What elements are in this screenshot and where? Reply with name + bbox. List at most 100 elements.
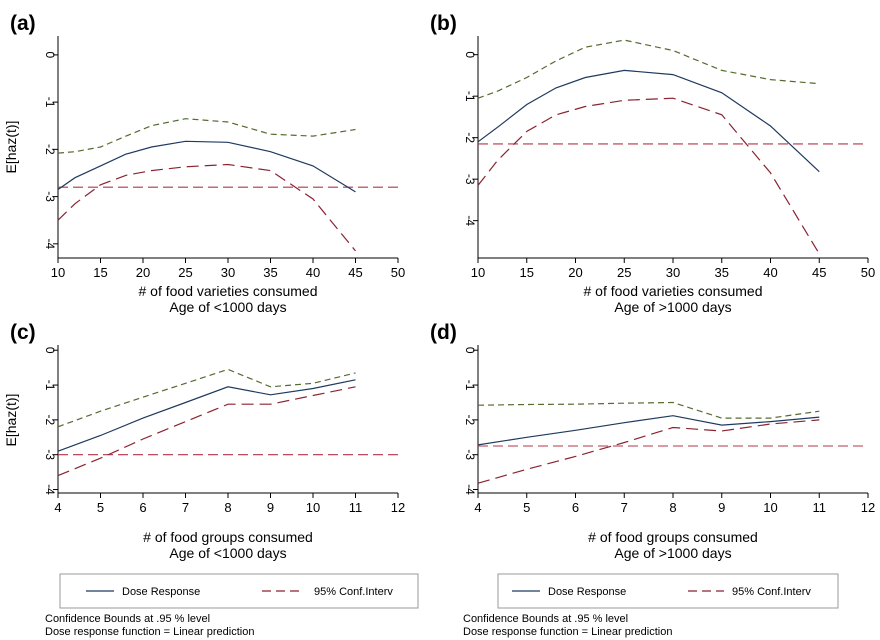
x-tick-label: 20 [136,265,150,280]
x-tick-label: 50 [391,265,405,280]
y-axis-label: E[haz(t)] [3,121,19,174]
x-tick-label: 12 [861,500,875,515]
y-tick-label: -4 [43,238,57,249]
x-tick-label: 40 [306,265,320,280]
x-tick-label: 10 [471,265,485,280]
legend-left: Dose Response 95% Conf.Interv [59,573,419,609]
series-lower-line [477,419,820,484]
y-tick-label: -2 [43,415,57,426]
x-tick-label: 30 [666,265,680,280]
panel-label: (b) [430,12,457,35]
series-lower-line [477,97,820,255]
x-tick-label: 6 [139,500,146,515]
x-tick-label: 45 [812,265,826,280]
panel-subtitle: Age of <1000 days [169,545,286,561]
x-tick-label: 10 [51,265,65,280]
series-upper-line [477,39,820,99]
series-upper-line [477,401,820,419]
x-tick-label: 15 [520,265,534,280]
y-tick-label: -1 [43,97,57,108]
x-tick-label: 11 [813,500,827,515]
series-dose-line [57,379,356,452]
series-dose-line [477,415,820,446]
x-tick-label: 35 [715,265,729,280]
x-tick-label: 11 [349,500,363,515]
panel-b: 0 -1 -2 -3 -4 10 15 20 25 30 35 40 45 50 (b) # of food … [430,12,875,315]
x-tick-label: 8 [224,500,231,515]
legend-dose-label: Dose Response [122,586,200,598]
legend-dose-label: Dose Response [548,586,626,598]
note-line-2: Dose response function = Linear predicti… [463,626,672,638]
x-tick-label: 7 [621,500,628,515]
x-tick-label: 50 [861,265,875,280]
x-tick-label: 4 [474,500,481,515]
legend-right: Dose Response 95% Conf.Interv [497,573,839,609]
y-tick-label: 0 [43,52,57,59]
x-tick-label: 10 [763,500,777,515]
panel-label: (c) [10,321,36,344]
y-tick-label: -1 [463,91,477,102]
x-tick-label: 40 [763,265,777,280]
panel-subtitle: Age of >1000 days [614,299,731,315]
series-dose-line [57,140,356,193]
y-tick-label: 0 [43,347,57,354]
x-tick-label: 8 [669,500,676,515]
y-tick-label: -3 [463,174,477,185]
panel-subtitle: Age of <1000 days [169,299,286,315]
x-axis-label: # of food groups consumed [143,529,313,545]
note-line-2: Dose response function = Linear predicti… [45,626,254,638]
legend-box [59,573,419,609]
x-axis-label: # of food varieties consumed [584,283,763,299]
y-tick-label: -1 [43,380,57,391]
x-tick-label: 5 [523,500,530,515]
panel-a: 0 -1 -2 -3 -4 10 15 20 25 30 35 40 45 50 (a) E[haz(t)] #… [3,12,405,315]
y-tick-label: -1 [463,380,477,391]
chart-panels: 0-1-2-3-410 15 20 25 30 35 40 45 50(a)E[haz(t)]#… [3,12,875,561]
y-tick-label: -4 [43,484,57,495]
y-tick-label: 0 [463,347,477,354]
panel-subtitle: Age of >1000 days [614,545,731,561]
x-tick-label: 12 [391,500,405,515]
series-dose-line [477,69,820,173]
y-tick-label: 0 [463,51,477,58]
x-tick-label: 25 [617,265,631,280]
legend-ci-label: 95% Conf.Interv [732,586,811,598]
x-tick-label: 9 [718,500,725,515]
panel-label: (a) [10,12,36,35]
legend-ci-label: 95% Conf.Interv [314,586,393,598]
x-tick-label: 10 [306,500,320,515]
panel-label: (d) [430,321,457,344]
x-tick-label: 4 [54,500,61,515]
series-lower-line [57,386,356,477]
x-tick-label: 45 [348,265,362,280]
x-tick-label: 30 [221,265,235,280]
series-upper-line [57,368,356,428]
note-line-1: Confidence Bounds at .95 % level [45,613,210,625]
x-tick-label: 5 [97,500,104,515]
y-tick-label: -4 [463,484,477,495]
y-tick-label: -3 [43,191,57,202]
x-tick-label: 25 [178,265,192,280]
y-tick-label: -3 [463,449,477,460]
panel-c: 0 -1 -2 -3 -4 4 5 6 7 8 9 10 11 12 (c) E[haz(t)] # of fo… [3,321,405,561]
x-tick-label: 35 [263,265,277,280]
panel-d: 0 -1 -2 -3 -4 4 5 6 7 8 9 10 11 12 (d) # of food groups… [430,321,875,561]
series-upper-line [57,118,356,154]
note-line-1: Confidence Bounds at .95 % level [463,613,628,625]
y-axis-label: E[haz(t)] [3,394,19,447]
x-axis-label: # of food varieties consumed [139,283,318,299]
series-lower-line [57,163,356,252]
y-tick-label: -3 [43,449,57,460]
y-tick-label: -2 [463,415,477,426]
x-tick-label: 9 [267,500,274,515]
x-tick-label: 20 [568,265,582,280]
x-tick-label: 15 [93,265,107,280]
x-tick-label: 7 [182,500,189,515]
legend-box [497,573,839,609]
x-axis-label: # of food groups consumed [588,529,758,545]
y-tick-label: -2 [463,132,477,143]
y-tick-label: -4 [463,215,477,226]
y-tick-label: -2 [43,144,57,155]
x-tick-label: 6 [572,500,579,515]
